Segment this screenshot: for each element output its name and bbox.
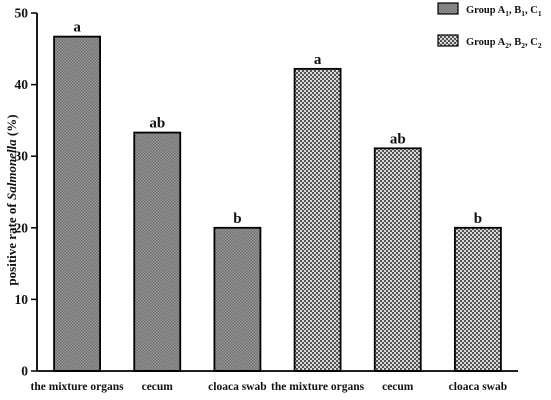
bars-group: a ab b a ab b — [53, 20, 502, 372]
bar — [454, 226, 502, 372]
legend-swatch — [437, 34, 459, 47]
legend-swatch — [437, 2, 459, 15]
significance-label: ab — [149, 116, 165, 132]
significance-label: b — [474, 211, 482, 227]
bar — [53, 35, 101, 372]
significance-label: ab — [390, 131, 406, 147]
y-tick-label: 50 — [15, 6, 29, 21]
bar — [293, 67, 342, 372]
x-tick-label: cloaca swab — [208, 381, 266, 393]
x-tick-label: cecum — [382, 381, 414, 393]
bar — [213, 226, 262, 372]
significance-label: a — [314, 52, 322, 68]
y-tick-label: 40 — [15, 77, 29, 92]
x-axis: the mixture organs cecum cloaca swab the mi… — [31, 370, 518, 393]
y-axis-label-suffix: (%) — [4, 114, 19, 139]
y-tick-label: 30 — [15, 149, 29, 164]
x-tick-label: cloaca swab — [449, 381, 507, 393]
y-tick-label: 10 — [15, 292, 29, 307]
x-tick-label: cecum — [142, 381, 174, 393]
significance-label: b — [233, 211, 241, 227]
y-axis-label-italic: Salmonella — [4, 139, 19, 200]
y-tick-label: 0 — [21, 364, 28, 379]
legend-entry: Group A1, B1, C1 — [466, 5, 542, 18]
legend-entry: Group A2, B2, C2 — [466, 37, 542, 50]
y-axis-label-prefix: positive rate of — [4, 200, 19, 286]
y-axis: 0 10 20 30 40 50 — [15, 6, 38, 379]
x-tick-label: the mixture organs — [271, 381, 365, 393]
y-tick-label: 20 — [15, 220, 29, 235]
bar — [373, 147, 422, 372]
x-tick-label: the mixture organs — [31, 381, 125, 393]
bar — [133, 131, 182, 372]
significance-label: a — [73, 20, 81, 36]
legend: Group A1, B1, C1 Group A2, B2, C2 — [437, 2, 542, 50]
y-axis-label: positive rate of Salmonella (%) — [4, 114, 19, 285]
